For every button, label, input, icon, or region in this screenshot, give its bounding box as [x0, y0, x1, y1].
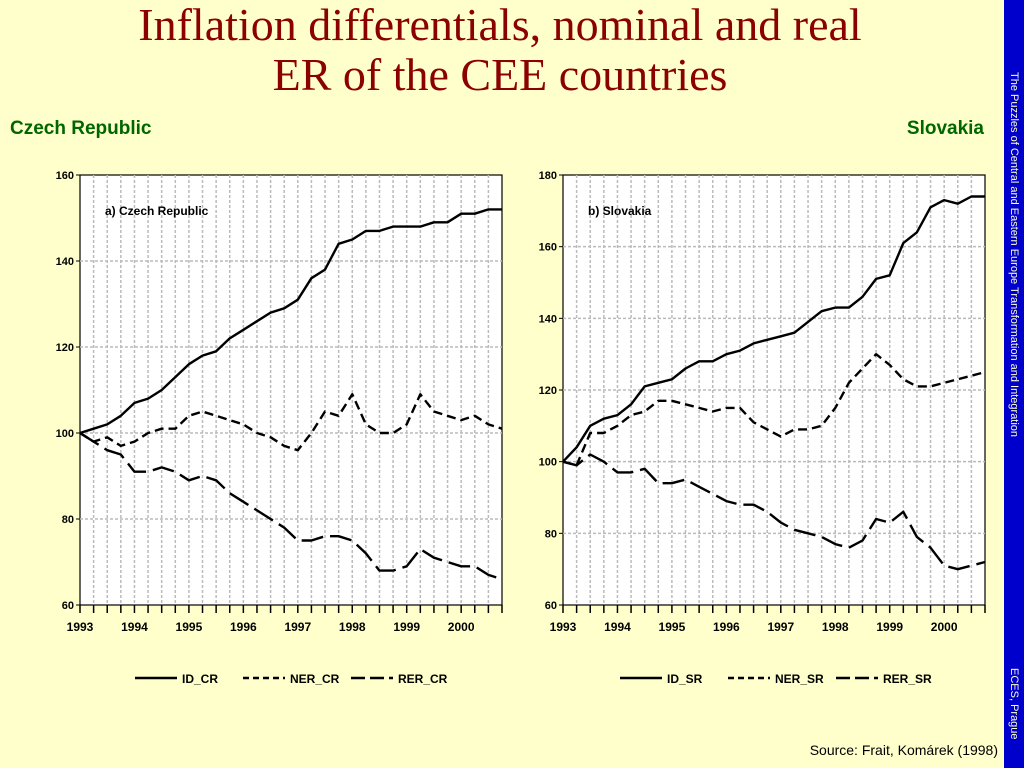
- series-line-rer-cr: [79, 431, 503, 581]
- label-slovakia: Slovakia: [906, 118, 984, 139]
- y-tick-label: 80: [62, 514, 74, 526]
- y-tick-label: 100: [539, 457, 557, 469]
- x-tick-label: 1999: [393, 620, 420, 634]
- label-czech-republic: Czech Republic: [10, 118, 152, 139]
- title-line-2: ER of the CEE countries: [272, 49, 728, 100]
- legend-label: NER_SR: [775, 672, 824, 686]
- legend-label: RER_SR: [883, 672, 932, 686]
- y-tick-label: 100: [56, 428, 74, 440]
- series-line-id-sr: [562, 195, 985, 463]
- y-tick-label: 120: [539, 385, 557, 397]
- y-tick-label: 180: [539, 170, 557, 182]
- y-tick-label: 80: [545, 528, 557, 540]
- legend-label: ID_SR: [667, 672, 703, 686]
- x-tick-label: 1997: [767, 620, 794, 634]
- legend-label: NER_CR: [290, 672, 340, 686]
- x-tick-label: 1997: [284, 620, 311, 634]
- y-tick-label: 60: [62, 600, 74, 612]
- x-tick-label: 2000: [931, 620, 958, 634]
- x-tick-label: 1996: [713, 620, 740, 634]
- x-tick-label: 1999: [876, 620, 903, 634]
- legend-label: ID_CR: [182, 672, 218, 686]
- sidebar-org: ECES, Prague: [1008, 668, 1020, 740]
- y-tick-label: 160: [539, 242, 557, 254]
- x-tick-label: 1994: [121, 620, 148, 634]
- x-tick-label: 1995: [659, 620, 686, 634]
- chart-title: b) Slovakia: [588, 204, 652, 218]
- series-line-ner-sr: [562, 352, 986, 467]
- x-tick-label: 1994: [604, 620, 631, 634]
- sidebar-band: [1004, 0, 1024, 768]
- x-tick-label: 1993: [67, 620, 94, 634]
- x-tick-label: 2000: [448, 620, 475, 634]
- series-line-id-cr: [79, 208, 502, 435]
- chart-czech-republic: 60 80 100 120 140 160 1993 1994 1995 1996 1997 1998…: [56, 170, 503, 686]
- slide-title: Inflation differentials, nominal and rea…: [0, 0, 1000, 100]
- x-tick-label: 1995: [176, 620, 203, 634]
- series-line-rer-sr: [562, 453, 986, 571]
- y-tick-label: 160: [56, 170, 74, 182]
- legend-label: RER_CR: [398, 672, 448, 686]
- y-tick-label: 120: [56, 342, 74, 354]
- x-tick-label: 1998: [822, 620, 849, 634]
- source-note: Source: Frait, Komárek (1998): [809, 742, 998, 758]
- x-tick-label: 1993: [550, 620, 577, 634]
- chart-slovakia: 60 80 100 120 140 160 180 1993 1994 1995 1996 1997 1…: [539, 170, 986, 686]
- x-tick-label: 1996: [230, 620, 257, 634]
- x-tick-label: 1998: [339, 620, 366, 634]
- sidebar-title: The Puzzles of Central and Eastern Europ…: [1008, 72, 1020, 438]
- y-tick-label: 140: [539, 313, 557, 325]
- title-line-1: Inflation differentials, nominal and rea…: [138, 0, 862, 50]
- y-tick-label: 60: [545, 600, 557, 612]
- chart-title: a) Czech Republic: [105, 204, 209, 218]
- y-tick-label: 140: [56, 256, 74, 268]
- plot-area: [79, 174, 503, 606]
